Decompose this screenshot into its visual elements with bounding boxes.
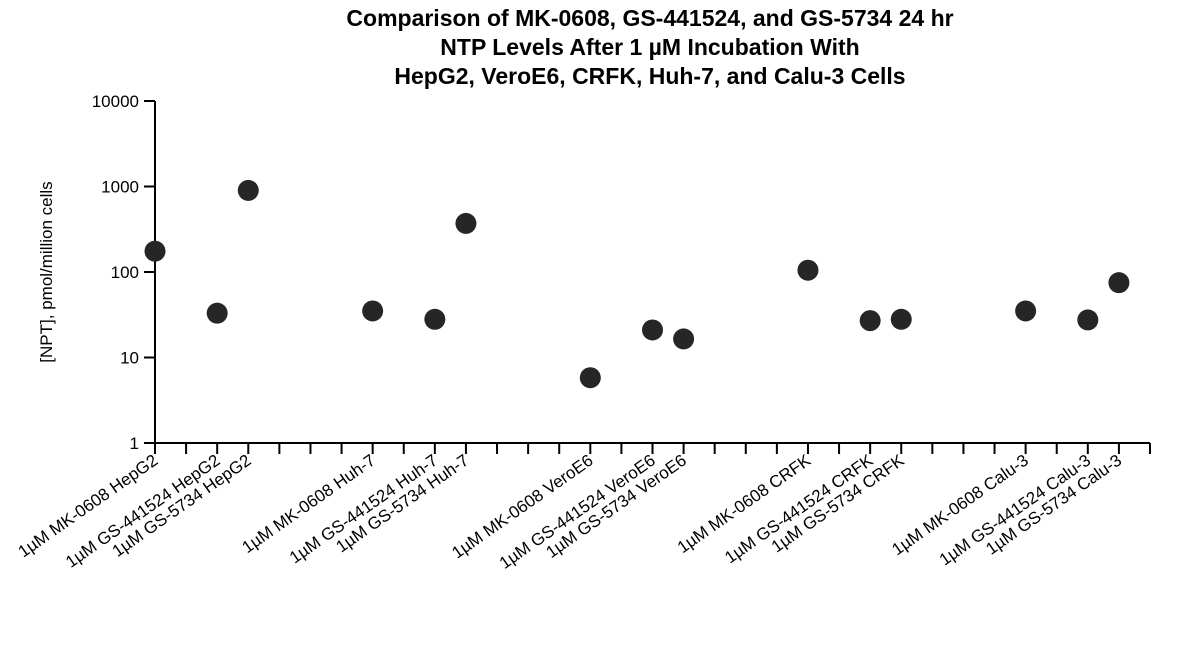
chart-title-line-1: Comparison of MK-0608, GS-441524, and GS…	[346, 5, 954, 31]
data-point	[424, 308, 446, 330]
y-axis-label: [NPT], pmol/million cells	[37, 181, 56, 362]
data-point	[455, 212, 477, 234]
data-point	[859, 310, 881, 332]
y-tick-label: 100	[111, 263, 139, 282]
y-tick-label: 1000	[101, 178, 139, 197]
data-point	[206, 302, 228, 324]
data-point	[579, 367, 601, 389]
data-point	[797, 259, 819, 281]
data-point	[144, 240, 166, 262]
data-point	[237, 179, 259, 201]
data-point	[1015, 300, 1037, 322]
data-point	[890, 308, 912, 330]
chart-title-line-3: HepG2, VeroE6, CRFK, Huh-7, and Calu-3 C…	[394, 63, 906, 89]
data-point	[642, 319, 663, 341]
y-tick-label: 10	[120, 349, 139, 368]
y-tick-label: 10000	[92, 92, 139, 111]
data-point	[673, 328, 695, 350]
chart-title-line-2: NTP Levels After 1 µM Incubation With	[440, 34, 860, 60]
y-axis: 1 10 100 1000 10000	[92, 92, 156, 453]
y-tick-label: 1	[130, 434, 139, 453]
data-points	[144, 179, 1130, 389]
chart-title: Comparison of MK-0608, GS-441524, and GS…	[150, 4, 1150, 91]
data-point	[362, 300, 384, 322]
data-point	[1108, 272, 1130, 294]
data-point	[1077, 309, 1099, 331]
